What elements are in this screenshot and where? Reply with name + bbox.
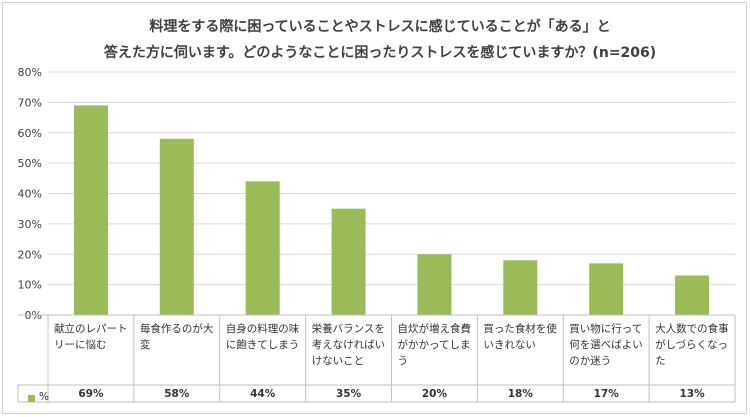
category-label: 献立のレパートリーに悩む	[54, 323, 128, 351]
value-label: 58%	[164, 388, 190, 400]
y-tick-label: 80%	[18, 66, 42, 79]
y-tick-label: 40%	[18, 188, 42, 201]
bar	[589, 263, 624, 315]
category-label: 大人数での食事がしづらくなった	[655, 323, 729, 367]
value-label: 44%	[250, 388, 276, 400]
value-label: 69%	[78, 388, 104, 400]
category-label: 買い物に行って何を選べばよいのか迷う	[569, 323, 643, 367]
y-tick-label: 50%	[18, 157, 42, 170]
bar	[331, 208, 366, 315]
bar	[159, 138, 194, 315]
chart-title-line-1: 料理をする際に困っていることやストレスに感じていることが「ある」と	[149, 19, 611, 35]
legend-series-name: %	[39, 391, 49, 403]
y-tick-label: 20%	[18, 248, 42, 261]
bar	[245, 181, 280, 315]
bar	[73, 105, 108, 315]
legend-key-icon	[28, 395, 35, 402]
chart-title-line-2: 答えた方に伺います。どのようなことに困ったりストレスを感じていますか？(n=20…	[103, 45, 657, 61]
y-tick-label: 60%	[18, 127, 42, 140]
value-label: 20%	[421, 388, 447, 400]
category-label: 買った食材を使いきれない	[483, 323, 557, 351]
bar	[503, 260, 538, 315]
category-label: 毎食作るのが大変	[139, 323, 214, 351]
category-label: 自身の料理の味に飽きてしまう	[225, 323, 300, 351]
y-tick-label: 30%	[18, 218, 42, 231]
bar	[675, 275, 710, 315]
value-label: 35%	[335, 388, 362, 400]
y-tick-label: 10%	[18, 279, 42, 292]
y-tick-label: 70%	[18, 96, 42, 109]
value-label: 17%	[593, 388, 619, 400]
bar	[417, 254, 452, 315]
category-label: 自炊が増え食費がかかってしまう	[397, 323, 472, 367]
value-label: 13%	[679, 388, 705, 400]
category-label: 栄養バランスを考えなければいけないこと	[311, 323, 386, 367]
value-label: 18%	[507, 388, 533, 400]
